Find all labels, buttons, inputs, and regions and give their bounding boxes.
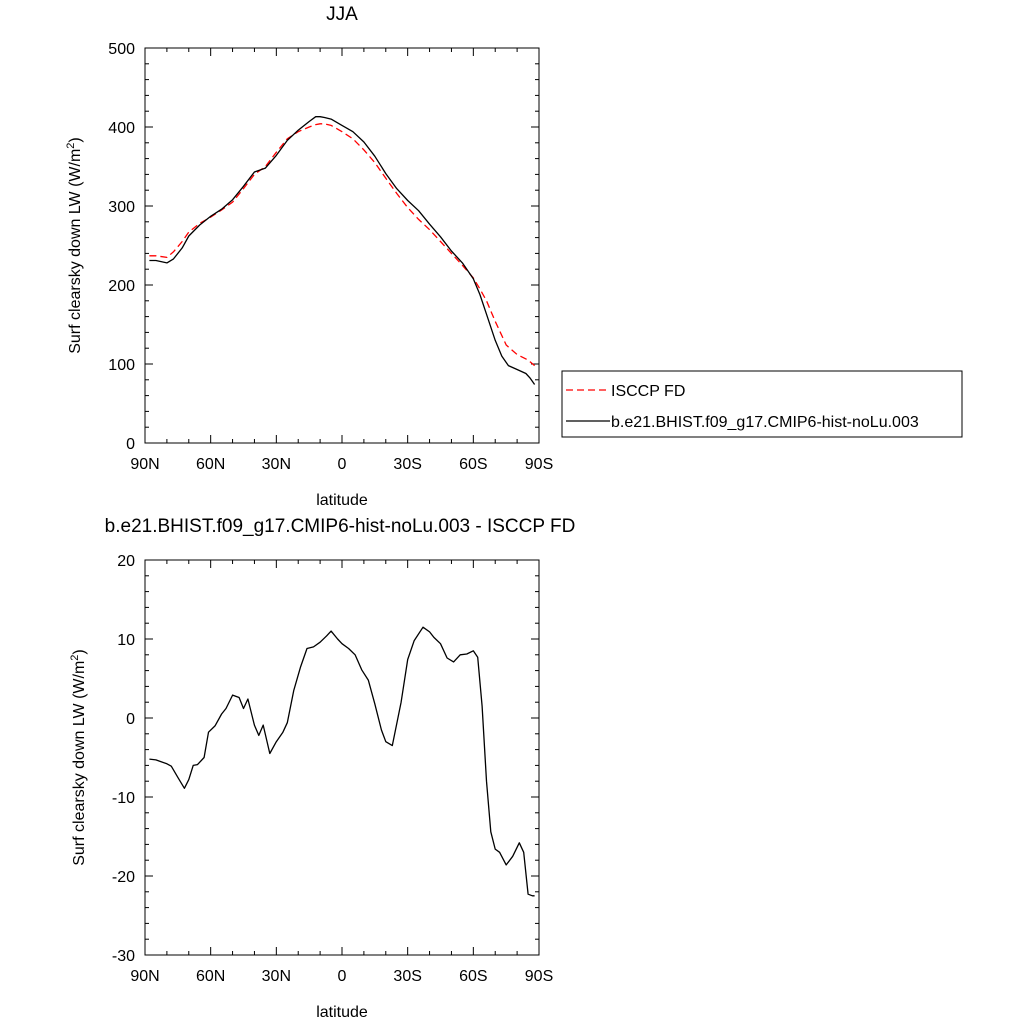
x-tick-label: 30S — [393, 968, 421, 985]
x-tick-label: 60N — [196, 456, 225, 473]
x-tick-label: 30N — [262, 968, 291, 985]
y-axis-label: Surf clearsky down LW (W/m2) — [65, 137, 84, 354]
x-tick-label: 90S — [525, 456, 553, 473]
chart-title: JJA — [326, 4, 358, 25]
x-tick-label: 30S — [393, 456, 421, 473]
x-tick-label: 90N — [130, 456, 159, 473]
y-axis-label-end: ) — [67, 137, 84, 142]
plot-frame — [144, 47, 540, 444]
legend-box — [561, 370, 963, 438]
y-axis-label: Surf clearsky down LW (W/m2) — [69, 649, 88, 866]
legend-label-2: b.e21.BHIST.f09_g17.CMIP6-hist-noLu.003 — [611, 414, 919, 431]
series-line-1 — [149, 626, 535, 897]
x-axis-label: latitude — [316, 492, 368, 509]
legend: ISCCP FD b.e21.BHIST.f09_g17.CMIP6-hist-n… — [561, 370, 963, 438]
y-tick-label: 20 — [117, 553, 135, 570]
chart-panel-1: JJA 90N 60N 30N 0 30S 60S 90S 0 100 200 300 400 500 la… — [65, 4, 963, 509]
y-axis-label-sup: 2 — [65, 143, 77, 149]
x-tick-label: 60S — [459, 456, 487, 473]
series-line-2 — [149, 116, 536, 385]
y-tick-label: -20 — [112, 869, 135, 886]
y-tick-label: 0 — [126, 436, 135, 453]
x-tick-label: 90S — [525, 968, 553, 985]
chart-title: b.e21.BHIST.f09_g17.CMIP6-hist-noLu.003 … — [105, 516, 576, 537]
series-line-1 — [149, 123, 536, 367]
x-tick-label: 60N — [196, 968, 225, 985]
y-axis-label-sup: 2 — [69, 655, 81, 661]
y-axis-label-main: Surf clearsky down LW (W/m — [67, 149, 84, 354]
legend-label-1: ISCCP FD — [611, 383, 685, 400]
y-tick-label: 400 — [108, 120, 135, 137]
y-axis-label-end: ) — [71, 649, 88, 654]
chart-panel-2: b.e21.BHIST.f09_g17.CMIP6-hist-noLu.003 … — [69, 516, 575, 1021]
y-tick-label: 10 — [117, 632, 135, 649]
y-tick-label: 0 — [126, 711, 135, 728]
y-tick-label: 100 — [108, 357, 135, 374]
y-tick-label: 200 — [108, 278, 135, 295]
x-tick-label: 0 — [338, 456, 347, 473]
y-tick-label: -10 — [112, 790, 135, 807]
x-axis-label: latitude — [316, 1004, 368, 1021]
x-tick-label: 0 — [338, 968, 347, 985]
y-axis-label-main: Surf clearsky down LW (W/m — [71, 661, 88, 866]
y-tick-label: -30 — [112, 948, 135, 965]
y-tick-label: 500 — [108, 41, 135, 58]
x-tick-label: 60S — [459, 968, 487, 985]
y-tick-label: 300 — [108, 199, 135, 216]
x-tick-label: 90N — [130, 968, 159, 985]
x-tick-label: 30N — [262, 456, 291, 473]
